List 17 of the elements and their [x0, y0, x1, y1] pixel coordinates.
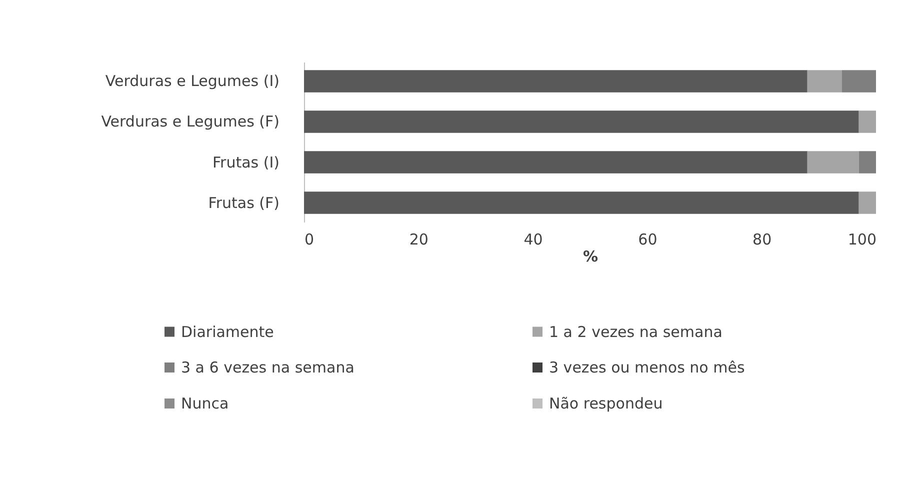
x-tick-label: 40: [524, 230, 543, 248]
x-tick-label: 20: [409, 230, 428, 248]
x-axis-title: %: [582, 248, 598, 266]
x-tick-label: 100: [848, 230, 876, 248]
y-tick-label: Verduras e Legumes (I): [105, 72, 280, 90]
x-tick-label: 80: [752, 230, 772, 248]
legend-label: 3 a 6 vezes na semana: [181, 358, 354, 376]
legend-label: Nunca: [181, 394, 229, 412]
y-tick-label: Frutas (I): [212, 153, 280, 172]
legend-label: Diariamente: [181, 322, 274, 341]
y-tick-label: Frutas (F): [208, 194, 280, 212]
x-tick-label: 60: [638, 230, 658, 248]
legend-label: 3 vezes ou menos no mês: [549, 358, 745, 376]
x-tick-label: 0: [304, 230, 314, 248]
legend-label: Não respondeu: [549, 394, 663, 412]
y-tick-label: Verduras e Legumes (F): [101, 112, 280, 131]
legend-label: 1 a 2 vezes na semana: [549, 322, 722, 341]
